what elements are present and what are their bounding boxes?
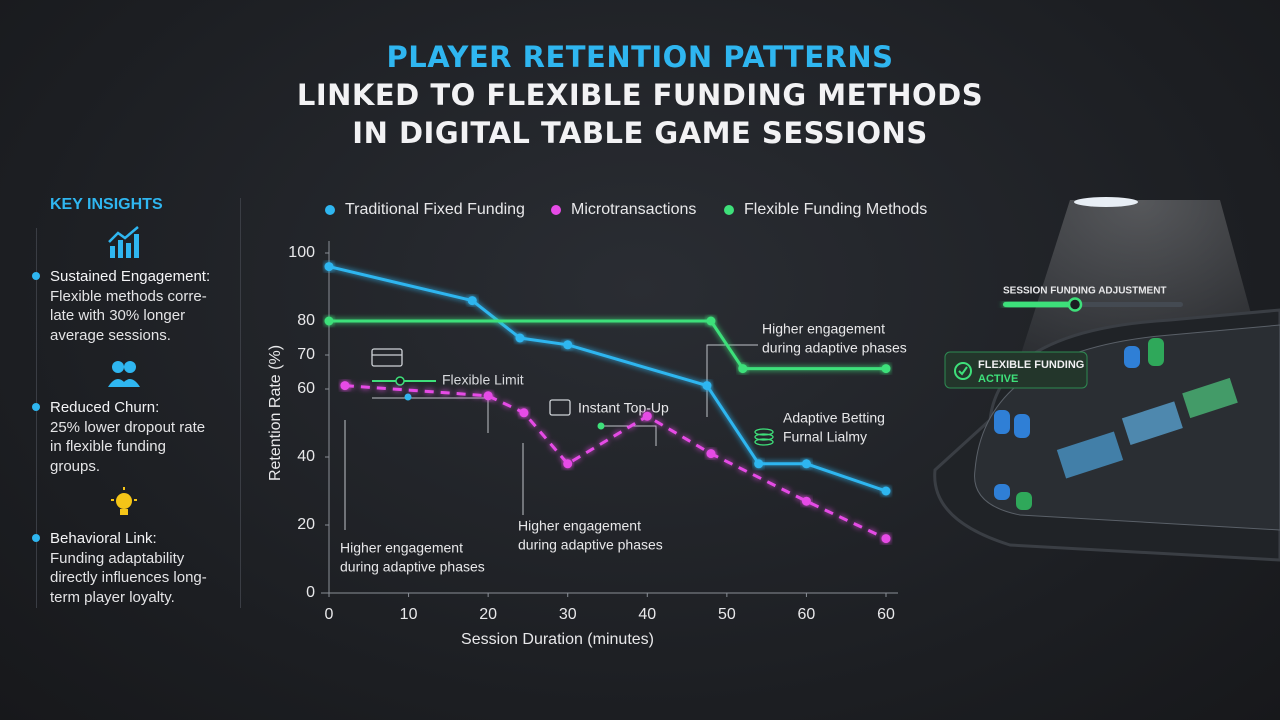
x-tick-label: 0 [325,606,334,623]
annotation-leaders [344,344,758,530]
divider [240,198,241,608]
insight-text: 25% lower dropout rate [50,418,206,436]
legend-label: Flexible Funding Methods [744,201,927,218]
legend-label: Microtransactions [571,201,696,218]
data-point [483,391,493,401]
people-icon [108,361,140,387]
title-line: LINKED TO FLEXIBLE FUNDING METHODS [296,78,984,112]
x-tick-label: 60 [798,606,816,623]
slider-handle[interactable] [1067,297,1083,312]
data-point [642,411,652,421]
title-line: PLAYER RETENTION PATTERNS [386,40,894,74]
chart-icon [108,226,139,258]
data-point [881,534,891,544]
x-axis-label: Session Duration (minutes) [461,631,654,648]
y-axis-label: Retention Rate (%) [267,345,284,481]
insights-panel: KEY INSIGHTS Sustained Engagement: Flexi… [30,196,235,607]
data-point [563,459,573,469]
y-tick-label: 0 [306,584,315,601]
annotation: during adaptive phases [518,537,663,553]
insight-text: Flexible methods corre- [50,287,207,305]
data-point [340,381,350,391]
header: PLAYER RETENTION PATTERNS LINKED TO FLEX… [0,38,1280,152]
legend-swatch [724,205,734,215]
bulb-icon [111,487,137,515]
insight-text: average sessions. [50,326,171,344]
series-line [344,384,887,540]
slider-widget: SESSION FUNDING ADJUSTMENT FLEXIBLE FUND… [944,286,1183,389]
data-point [706,449,716,459]
x-tick-label: 10 [400,606,418,623]
insight-text: in flexible funding [50,438,166,455]
data-point [702,381,712,391]
annotation: Higher engagement [340,540,463,556]
annotation: Flexible Limit [442,372,524,388]
x-tick-label: 40 [638,606,656,623]
divider [36,228,37,608]
annotation: Adaptive Betting [783,410,885,426]
insight: Behavioral Link: Funding adaptability di… [30,529,235,607]
series-line [329,319,886,371]
insight-text: term player loyalty. [50,588,175,606]
insight: Sustained Engagement: Flexible methods c… [30,267,235,345]
legend-swatch [551,205,561,215]
insight-text: late with 30% longer [50,307,186,324]
slider-title: SESSION FUNDING ADJUSTMENT [1003,286,1167,297]
y-tick-label: 40 [297,448,315,465]
annotation: during adaptive phases [762,340,907,356]
insight-text: groups. [50,457,101,475]
data-point [881,364,891,374]
y-tick-label: 80 [297,312,315,329]
annotation-icons [371,348,774,446]
badge [944,351,1088,389]
annotation: Instant Top-Up [578,400,669,416]
data-point [801,459,811,469]
title-line: IN DIGITAL TABLE GAME SESSIONS [352,116,928,150]
data-point [324,316,334,326]
insights-title: KEY INSIGHTS [50,196,163,213]
legend-swatch [325,205,335,215]
insight-title: Sustained Engagement: [50,268,211,285]
legend-label: Traditional Fixed Funding [345,201,525,218]
y-tick-label: 20 [297,516,315,533]
x-tick-label: 60 [877,606,895,623]
insight-text: Funding adaptability [50,549,185,567]
data-point [515,333,525,343]
y-tick-label: 60 [297,380,315,397]
data-point [563,340,573,350]
insight: Reduced Churn: 25% lower dropout rate in… [30,398,235,476]
data-point [324,262,334,272]
insight-title: Behavioral Link: [50,530,157,547]
annotation: during adaptive phases [340,559,485,575]
annotation: Higher engagement [518,518,641,534]
annotation: Furnal Lialmy [783,429,867,445]
x-tick-label: 30 [559,606,577,623]
data-point [519,408,529,418]
data-point [801,496,811,506]
series-line [328,265,887,493]
data-point [881,486,891,496]
data-point [706,316,716,326]
annotation: Higher engagement [762,321,885,337]
x-tick-label: 50 [718,606,736,623]
insight-text: directly influences long- [50,569,207,586]
data-point [467,296,477,306]
badge-text: ACTIVE [978,373,1018,385]
data-point [738,364,748,374]
y-tick-label: 70 [297,346,315,363]
data-point [754,459,764,469]
y-tick-label: 100 [288,244,315,261]
badge-text: FLEXIBLE FUNDING [978,359,1084,371]
insight-title: Reduced Churn: [50,399,160,416]
x-tick-label: 20 [479,606,497,623]
